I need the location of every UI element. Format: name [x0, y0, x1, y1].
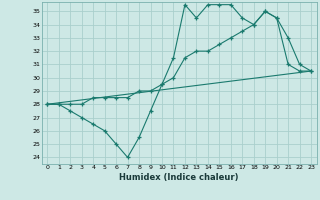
X-axis label: Humidex (Indice chaleur): Humidex (Indice chaleur) — [119, 173, 239, 182]
